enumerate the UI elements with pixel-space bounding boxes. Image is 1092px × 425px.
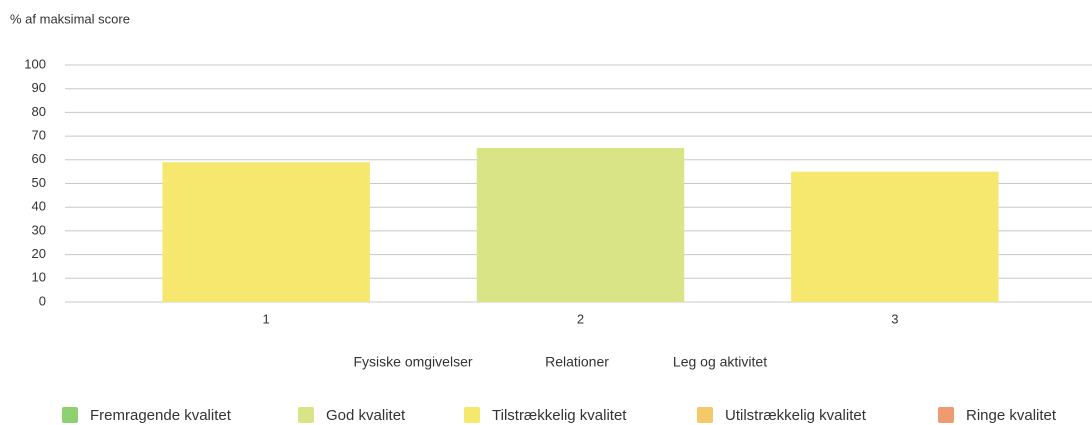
legend-label: Utilstrækkelig kvalitet bbox=[725, 407, 867, 424]
legend-label: Tilstrækkelig kvalitet bbox=[492, 407, 627, 424]
x-tick-label: 2 bbox=[577, 311, 584, 326]
y-tick-label: 0 bbox=[39, 293, 46, 308]
y-tick-label: 10 bbox=[32, 270, 46, 285]
bar bbox=[476, 147, 685, 302]
category-name: Relationer bbox=[545, 354, 609, 370]
legend-swatch bbox=[938, 407, 954, 423]
y-tick-label: 20 bbox=[32, 246, 46, 261]
legend-swatch bbox=[298, 407, 314, 423]
y-tick-label: 60 bbox=[32, 151, 46, 166]
legend-label: God kvalitet bbox=[326, 407, 406, 424]
y-tick-label: 90 bbox=[32, 80, 46, 95]
legend-swatch bbox=[464, 407, 480, 423]
y-tick-label: 50 bbox=[32, 175, 46, 190]
y-tick-label: 100 bbox=[24, 56, 46, 71]
y-axis-label: % af maksimal score bbox=[10, 11, 130, 26]
legend-label: Fremragende kvalitet bbox=[90, 407, 232, 424]
x-tick-label: 1 bbox=[263, 311, 270, 326]
y-tick-label: 40 bbox=[32, 199, 46, 214]
y-tick-label: 30 bbox=[32, 222, 46, 237]
legend-swatch bbox=[697, 407, 713, 423]
y-tick-label: 80 bbox=[32, 104, 46, 119]
x-tick-label: 3 bbox=[891, 311, 898, 326]
legend-label: Ringe kvalitet bbox=[966, 407, 1057, 424]
category-name: Leg og aktivitet bbox=[673, 354, 767, 370]
category-name: Fysiske omgivelser bbox=[353, 354, 472, 370]
bar bbox=[162, 162, 370, 302]
bar bbox=[791, 171, 999, 302]
y-tick-label: 70 bbox=[32, 128, 46, 143]
legend-swatch bbox=[62, 407, 78, 423]
